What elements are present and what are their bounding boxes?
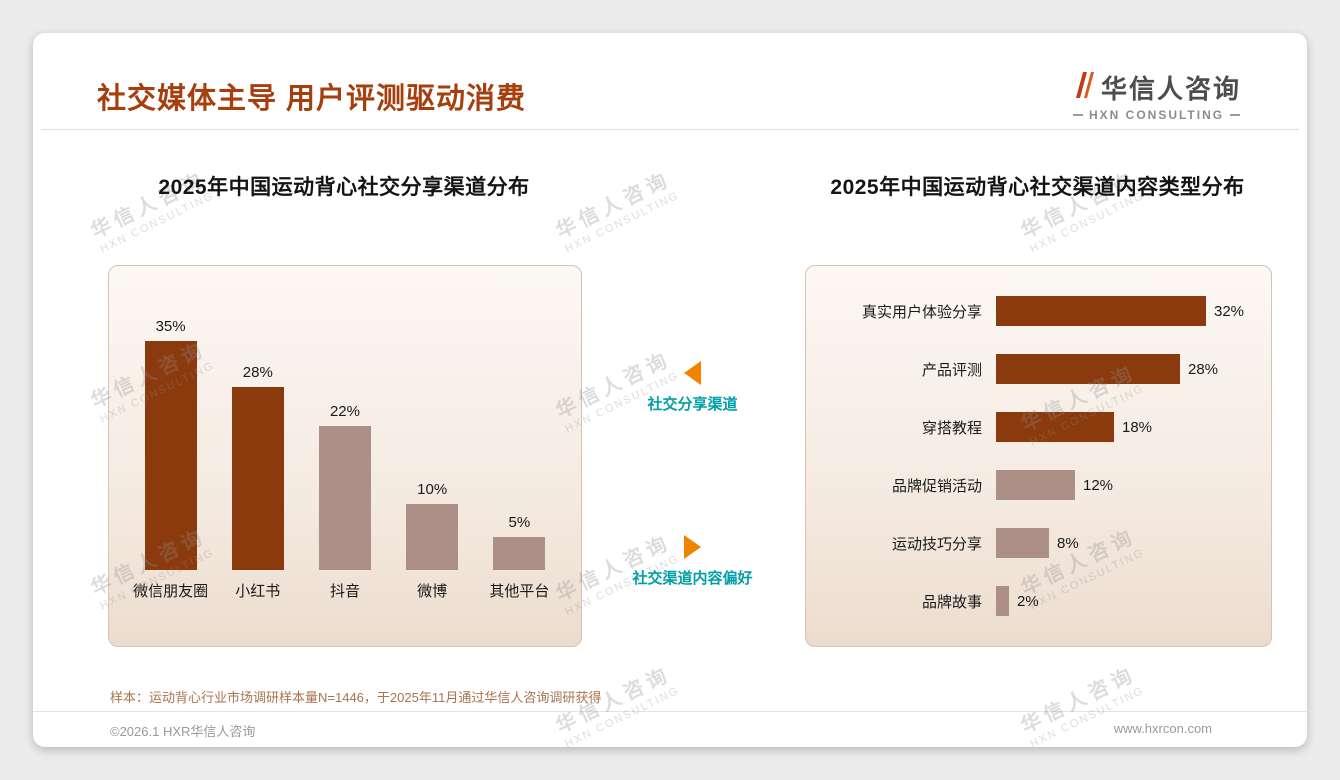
arrow-right-icon — [684, 535, 701, 559]
bar-group: 35% 微信朋友圈 — [132, 318, 210, 610]
bar-value-label: 28% — [242, 364, 273, 381]
bar — [144, 341, 197, 570]
hbar-value-label: 8% — [1057, 534, 1079, 552]
left-chart-title: 2025年中国运动背心社交分享渠道分布 — [158, 176, 530, 199]
bar-category-label: 微博 — [417, 582, 448, 600]
bar-value-label: 35% — [155, 318, 186, 335]
slide-card: 社交媒体主导 用户评测驱动消费 华信人咨询 HXN CONSULTING 华信人… — [33, 33, 1307, 747]
bar-group: 22% 抖音 — [306, 403, 384, 610]
right-chart-panel: 真实用户体验分享 32% 产品评测 28% 穿搭教程 18% 品牌促销活动 12% 运动技巧分享… — [805, 265, 1272, 647]
hbar — [996, 470, 1075, 500]
bar-category-label: 微信朋友圈 — [133, 582, 209, 600]
right-chart-rows: 真实用户体验分享 32% 产品评测 28% 穿搭教程 18% 品牌促销活动 12% 运动技巧分享… — [822, 294, 1259, 618]
hbar — [996, 528, 1049, 558]
header-divider — [41, 129, 1299, 130]
hbar-category-label: 品牌促销活动 — [891, 477, 982, 495]
hbar — [996, 296, 1206, 326]
hbar-value-label: 32% — [1214, 302, 1245, 320]
connector-share-channel: 社交分享渠道 — [595, 361, 790, 414]
hbar-category-label: 品牌故事 — [921, 593, 982, 611]
hbar-value-label: 18% — [1122, 418, 1153, 436]
arrow-left-icon — [684, 361, 701, 385]
hbar-category-label: 真实用户体验分享 — [861, 303, 982, 321]
bar — [493, 537, 546, 570]
connector-content-preference: 社交渠道内容偏好 — [595, 535, 790, 588]
bar-value-label: 22% — [329, 403, 360, 420]
right-chart-title: 2025年中国运动背心社交渠道内容类型分布 — [830, 176, 1245, 199]
hbar-value-label: 2% — [1017, 592, 1039, 610]
hbar-category-label: 运动技巧分享 — [891, 535, 982, 553]
logo-mark-icon — [1073, 70, 1095, 105]
bar-group: 5% 其他平台 — [480, 514, 558, 610]
hbar-value-label: 12% — [1083, 476, 1114, 494]
bar-category-label: 其他平台 — [489, 582, 550, 600]
hbar — [996, 586, 1009, 616]
watermark-line2: HXN CONSULTING — [563, 189, 682, 256]
connector-content-preference-label: 社交渠道内容偏好 — [632, 570, 753, 587]
bar — [318, 426, 371, 570]
footer-divider — [33, 711, 1307, 712]
bar-category-label: 抖音 — [329, 582, 360, 600]
bar — [406, 504, 459, 570]
bar — [231, 387, 284, 570]
logo-name: 华信人咨询 — [1100, 74, 1241, 104]
connector-share-channel-label: 社交分享渠道 — [647, 396, 738, 413]
bar-group: 28% 小红书 — [219, 364, 297, 610]
company-logo: 华信人咨询 HXN CONSULTING — [1072, 69, 1241, 122]
logo-subtitle-row: HXN CONSULTING — [1072, 108, 1241, 122]
hbar-row: 产品评测 28% — [822, 352, 1259, 386]
hbar-value-label: 28% — [1188, 360, 1219, 378]
left-chart-panel: 35% 微信朋友圈 28% 小红书 22% 抖音 10% 微博 5% 其他平台 — [108, 265, 582, 647]
footer-url: www.hxrcon.com — [1113, 721, 1212, 736]
left-chart-bars: 35% 微信朋友圈 28% 小红书 22% 抖音 10% 微博 5% 其他平台 — [127, 266, 563, 610]
hbar-row: 运动技巧分享 8% — [822, 526, 1259, 560]
hbar-category-label: 产品评测 — [921, 361, 982, 379]
hbar — [996, 412, 1114, 442]
hbar-row: 穿搭教程 18% — [822, 410, 1259, 444]
footer-copyright: ©2026.1 HXR华信人咨询 — [110, 724, 256, 739]
bar-value-label: 10% — [417, 481, 448, 498]
bar-group: 10% 微博 — [393, 481, 471, 610]
hbar-row: 品牌促销活动 12% — [822, 468, 1259, 502]
bar-category-label: 小红书 — [235, 582, 281, 600]
hbar-row: 品牌故事 2% — [822, 584, 1259, 618]
logo-dash-right — [1230, 114, 1241, 116]
watermark-line2: HXN CONSULTING — [1028, 684, 1147, 747]
hbar-category-label: 穿搭教程 — [921, 419, 982, 437]
hbar-row: 真实用户体验分享 32% — [822, 294, 1259, 328]
logo-dash-left — [1072, 114, 1083, 116]
sample-note: 样本：运动背心行业市场调研样本量N=1446，于2025年11月通过华信人咨询调… — [110, 690, 602, 705]
page-title: 社交媒体主导 用户评测驱动消费 — [97, 83, 527, 115]
logo-subtitle: HXN CONSULTING — [1088, 108, 1225, 122]
bar-value-label: 5% — [508, 514, 531, 531]
hbar — [996, 354, 1180, 384]
